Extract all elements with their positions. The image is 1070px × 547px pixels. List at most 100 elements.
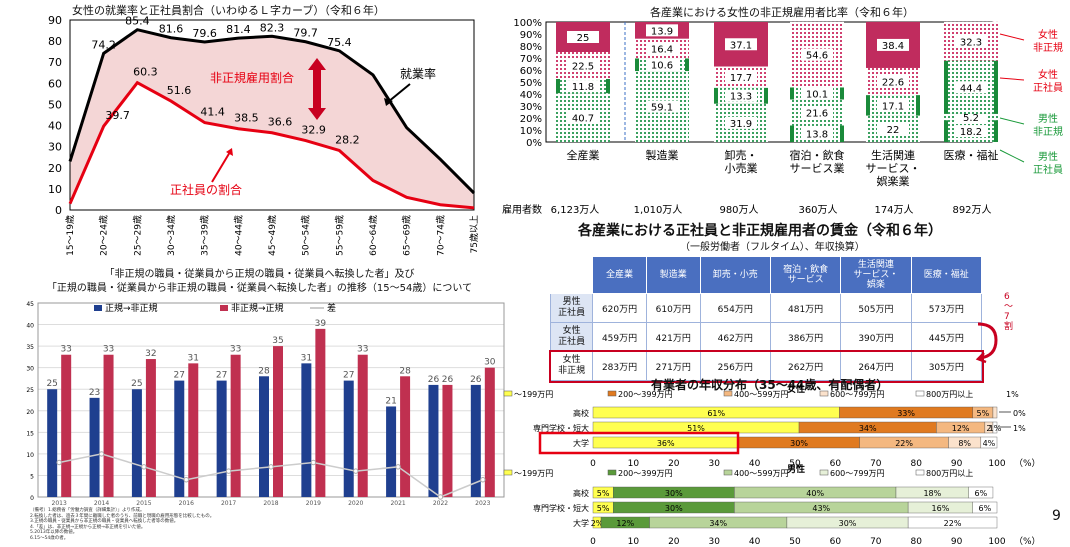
employment-rate-arrowhead — [384, 98, 393, 106]
y-tick-label: 0% — [526, 138, 542, 149]
legend-pointer — [999, 149, 1025, 163]
female-label: 女性 — [787, 383, 805, 395]
x-tick-label: 40 — [749, 459, 761, 469]
x-tick-label: 2022 — [433, 500, 448, 507]
data-label: 33 — [60, 345, 71, 355]
segment-label: 54.6 — [806, 51, 828, 62]
y-tick-label: 50% — [520, 78, 542, 89]
legend-label: 600～799万円 — [830, 469, 885, 478]
data-label: 32 — [145, 349, 156, 359]
segment-label: 13.9 — [651, 26, 673, 37]
segment-label: 37.1 — [730, 40, 752, 51]
legend-swatch — [723, 469, 733, 476]
segment-label-bg — [646, 58, 678, 71]
segment-label: 1% — [989, 424, 1002, 433]
data-label: 30 — [484, 358, 496, 368]
data-label: 27 — [216, 371, 227, 381]
footnote-line: 4.「差」は、非正規→正規から正規→非正規を引いた値。 — [30, 524, 146, 530]
data-label: 31 — [188, 353, 199, 363]
segment-label: 33% — [897, 409, 915, 418]
column-header: 生活関連 サービス・ 娯楽 — [840, 256, 912, 294]
data-label: 33 — [103, 345, 114, 355]
table-cell: 390万円 — [840, 322, 912, 352]
segment-label: 32.3 — [960, 37, 982, 48]
category-label: 卸売・ — [725, 148, 758, 162]
table-cell: 505万円 — [840, 293, 912, 323]
employment-rate-label: 81.6 — [159, 23, 184, 36]
plot-frame — [37, 302, 505, 498]
diff-point — [268, 464, 274, 470]
legend-swatch — [503, 469, 513, 476]
data-label: 27 — [174, 371, 185, 381]
x-tick-label: 2013 — [52, 500, 67, 507]
diff-point — [225, 468, 232, 474]
income-panel: 有業者の年収分布（35～44歳、有配偶者） ～199万円 200～399万円 400… — [496, 375, 1070, 547]
income-title: 有業者の年収分布（35～44歳、有配偶者） — [651, 378, 889, 392]
table-row: 女性 非正規 283万円 271万円 256万円 262万円 264万円 305万円 — [548, 349, 984, 383]
segment-label: 12% — [616, 519, 634, 528]
segment-label: 31.9 — [730, 119, 752, 130]
segment-label: 12% — [952, 424, 970, 433]
bar-nonregular-to-regular — [484, 367, 495, 497]
legend-label: 800万円以上 — [926, 390, 973, 399]
diff-point — [395, 464, 401, 470]
bar-regular-to-nonregular — [47, 389, 58, 497]
y-tick-label: 70% — [520, 54, 542, 65]
outside-label: 1% — [1013, 424, 1026, 433]
table-cell: 262万円 — [769, 351, 842, 381]
y-tick-label: 80% — [520, 42, 542, 53]
male-label: 男性 — [787, 463, 805, 475]
bar-nonregular-to-regular — [315, 328, 326, 497]
transition-chart: 0 5 10 15 20 25 30 35 40 45 正規→非正規 非正規→正規 差 25 33 2013 2… — [26, 301, 505, 507]
row-label: 大学 — [573, 518, 589, 528]
segment-label: 36% — [657, 439, 675, 448]
x-tick-label: 60～64歳 — [367, 215, 379, 256]
transition-title: 「非正規の職員・従業員から正規の職員・従業員へ転換した者」及び 「正規の職員・従… — [46, 269, 473, 294]
bar-regular-to-nonregular — [428, 384, 439, 497]
segment-label: 17.7 — [730, 73, 752, 84]
x-tick-label: 30 — [708, 459, 720, 469]
segment-label: 5% — [597, 489, 610, 498]
plot-frame — [545, 21, 993, 143]
data-label: 25 — [131, 379, 142, 389]
employment-rate-label: 74.2 — [91, 38, 116, 51]
x-tick-label: 2021 — [390, 500, 405, 507]
table-cell: 264万円 — [840, 351, 912, 381]
segment-label: 40.7 — [572, 114, 594, 125]
legend-swatch — [915, 390, 925, 397]
y-tick-label: 30% — [520, 102, 542, 113]
employment-rate-legend: 就業率 — [400, 66, 436, 81]
bar-regular-to-nonregular — [216, 380, 227, 497]
segment-label-bg — [877, 99, 909, 112]
segment-label: 18.2 — [960, 127, 982, 138]
table-cell: 386万円 — [769, 322, 842, 352]
wage-table: 全産業 製造業 卸売・小売 宿泊・飲食 サービス 生活関連 サービス・ 娯楽 医療・福祉男… — [548, 256, 984, 383]
column-header: 全産業 — [592, 256, 647, 294]
plot-frame — [69, 19, 475, 211]
diff-point — [183, 477, 189, 483]
data-label: 26 — [442, 375, 454, 385]
bar-nonregular-to-regular — [103, 354, 114, 497]
employed-value: 892万人 — [952, 204, 991, 216]
non-regular-area-label: 非正規雇用割合 — [210, 70, 294, 85]
segment-label-bg — [725, 116, 757, 129]
x-unit: （%） — [1014, 536, 1041, 547]
x-tick-label: 60 — [830, 537, 842, 547]
regular-share-label: 39.7 — [105, 109, 130, 122]
row-label: 専門学校・短大 — [533, 503, 589, 513]
bar-nonregular-to-regular — [145, 359, 156, 497]
table-cell: 481万円 — [769, 293, 842, 323]
wage-panel: 各産業における正社員と非正規雇用者の賃金（令和６年） （一般労働者（フルタイム）… — [540, 220, 1040, 383]
employment-rate-label: 75.4 — [327, 36, 352, 49]
x-tick-label: 2016 — [179, 500, 194, 507]
legend-label: 800万円以上 — [926, 469, 973, 478]
segment-label-bg — [567, 111, 599, 124]
l-curve-chart: 0 10 20 30 40 50 60 70 80 90 15～19歳 20～24歳 25～29歳 30～… — [48, 14, 480, 256]
segment-label: 22% — [895, 439, 913, 448]
highlight-box — [538, 431, 740, 455]
legend-label: 男性 — [1038, 112, 1058, 125]
regular-share-label: 28.2 — [335, 133, 360, 146]
y-tick-label: 0 — [55, 204, 62, 217]
segment-label: 21.6 — [806, 108, 828, 119]
y-tick-label: 50 — [48, 98, 62, 111]
